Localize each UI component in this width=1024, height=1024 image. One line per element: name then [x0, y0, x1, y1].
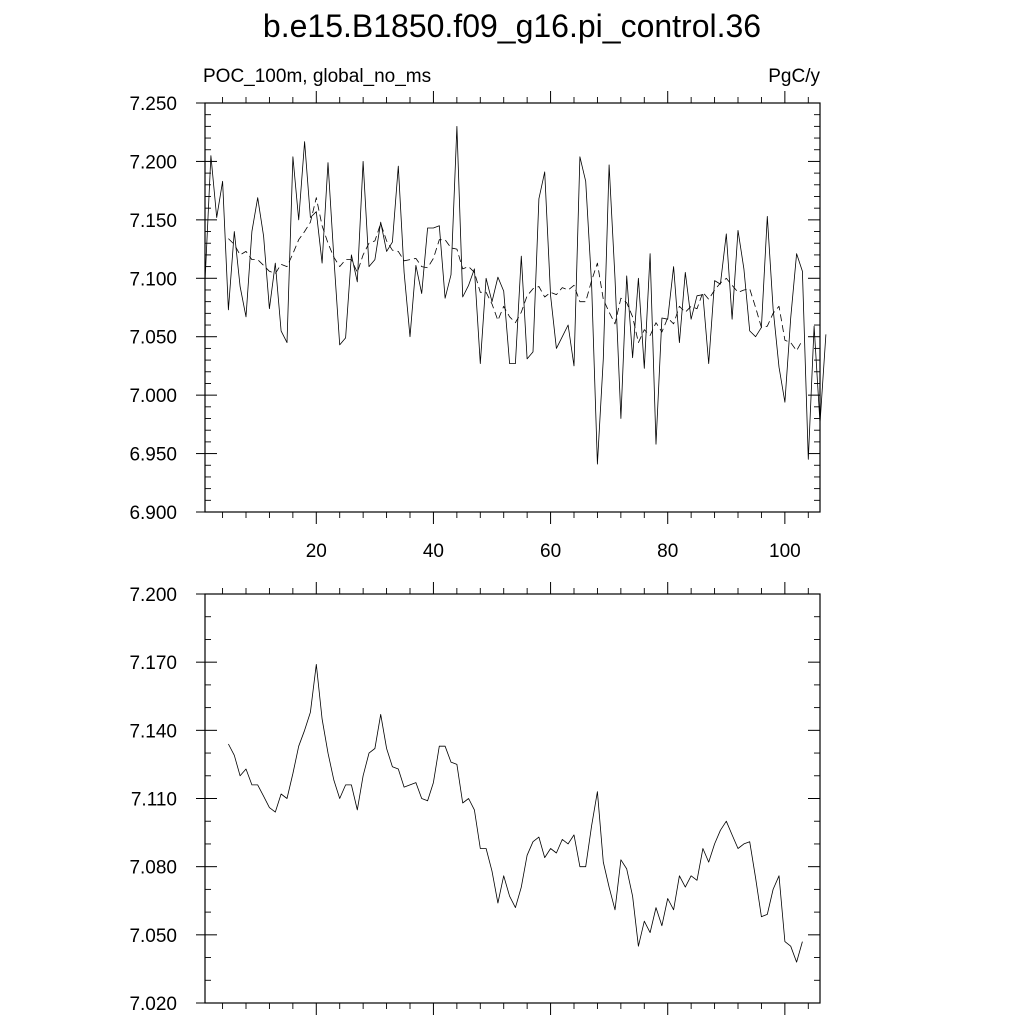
y-tick-label: 7.050: [129, 328, 177, 349]
y-tick-label: 7.100: [129, 269, 177, 290]
y-tick-label: 7.110: [131, 790, 177, 811]
y-tick-label: 6.900: [129, 503, 177, 524]
variable-label: POC_100m, global_no_ms: [203, 66, 431, 87]
units-label: PgC/y: [768, 66, 820, 87]
y-tick-label: 7.250: [129, 94, 177, 115]
y-tick-label: 7.080: [129, 858, 177, 879]
y-tick-label: 7.170: [129, 653, 177, 674]
y-tick-label: 7.200: [129, 585, 177, 606]
y-tick-label: 7.150: [129, 211, 177, 232]
x-tick-label: 40: [423, 541, 444, 562]
plot-frame: [204, 102, 821, 513]
plot-frame: [204, 593, 821, 1004]
y-tick-label: 7.020: [129, 994, 177, 1015]
x-tick-label: 80: [657, 541, 678, 562]
x-tick-label: 20: [306, 541, 327, 562]
top-panel: 6.900 6.950 7.000 7.050 7.100 7.150 7.200 7.250…: [129, 66, 827, 562]
chart-title: b.e15.B1850.f09_g16.pi_control.36: [263, 8, 761, 44]
x-tick-label: 100: [769, 541, 801, 562]
running-mean-line: [228, 197, 803, 352]
y-tick-label: 7.200: [129, 152, 177, 173]
y-tick-label: 7.000: [129, 386, 177, 407]
x-tick-label: 60: [540, 541, 561, 562]
y-tick-label: 7.050: [129, 926, 177, 947]
series-line: [228, 664, 803, 963]
y-tick-label: 7.140: [129, 721, 177, 742]
y-tick-label: 6.950: [129, 445, 177, 466]
series-line: [204, 126, 827, 465]
bottom-panel: 7.020 7.050 7.080 7.110 7.140 7.170 7.200: [129, 582, 821, 1015]
